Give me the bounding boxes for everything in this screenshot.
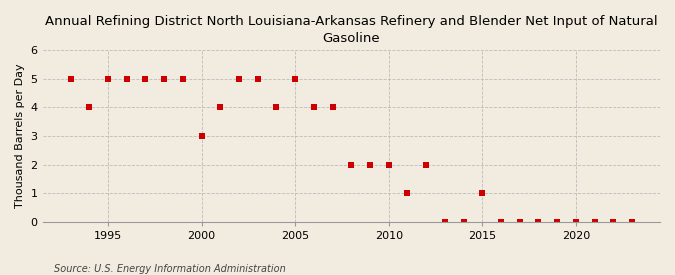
Text: Source: U.S. Energy Information Administration: Source: U.S. Energy Information Administ… [54, 264, 286, 274]
Title: Annual Refining District North Louisiana-Arkansas Refinery and Blender Net Input: Annual Refining District North Louisiana… [45, 15, 657, 45]
Y-axis label: Thousand Barrels per Day: Thousand Barrels per Day [15, 64, 25, 208]
